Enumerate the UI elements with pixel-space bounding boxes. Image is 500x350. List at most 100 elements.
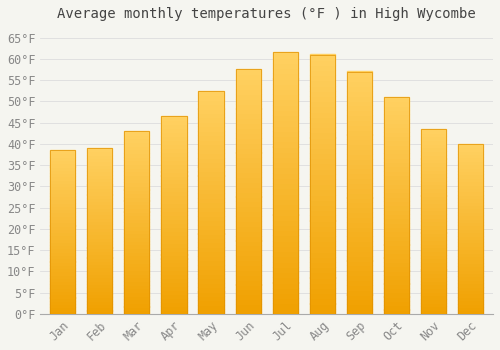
Bar	[87, 297, 112, 301]
Bar	[236, 94, 260, 99]
Bar	[236, 294, 260, 299]
Bar	[50, 255, 75, 258]
Bar	[124, 241, 150, 244]
Bar	[87, 181, 112, 184]
Bar	[162, 116, 186, 120]
Bar	[124, 215, 150, 219]
Bar	[236, 265, 260, 270]
Bar	[421, 229, 446, 232]
Bar	[458, 188, 483, 191]
Bar	[458, 310, 483, 314]
Bar	[384, 180, 409, 184]
Bar	[272, 194, 298, 199]
Bar	[50, 291, 75, 294]
Bar	[310, 55, 335, 314]
Bar	[162, 254, 186, 259]
Bar	[50, 206, 75, 209]
Bar	[162, 116, 186, 314]
Bar	[272, 298, 298, 303]
Bar	[162, 262, 186, 266]
Bar	[458, 164, 483, 168]
Bar	[272, 303, 298, 309]
Bar	[384, 284, 409, 288]
Bar	[236, 201, 260, 206]
Bar	[347, 96, 372, 101]
Bar	[198, 167, 224, 171]
Bar	[458, 246, 483, 249]
Bar	[50, 219, 75, 222]
Bar	[50, 304, 75, 307]
Bar	[272, 68, 298, 74]
Bar	[384, 305, 409, 309]
Bar	[236, 285, 260, 289]
Bar	[124, 142, 150, 146]
Bar	[50, 232, 75, 235]
Bar	[50, 170, 75, 173]
Bar	[124, 138, 150, 142]
Bar	[236, 240, 260, 245]
Bar	[347, 222, 372, 227]
Bar	[124, 149, 150, 153]
Bar	[458, 232, 483, 236]
Bar	[162, 124, 186, 128]
Bar	[87, 294, 112, 297]
Bar	[87, 224, 112, 228]
Bar	[87, 284, 112, 287]
Bar	[458, 259, 483, 263]
Bar	[162, 258, 186, 262]
Bar	[384, 210, 409, 214]
Bar	[236, 187, 260, 192]
Bar	[458, 303, 483, 307]
Bar	[347, 280, 372, 285]
Bar	[458, 144, 483, 147]
Bar	[87, 221, 112, 224]
Bar	[458, 273, 483, 276]
Bar	[458, 212, 483, 215]
Bar	[310, 60, 335, 65]
Bar	[421, 221, 446, 225]
Bar	[87, 178, 112, 181]
Bar	[50, 173, 75, 176]
Bar	[162, 199, 186, 203]
Bar	[124, 233, 150, 237]
Bar	[310, 80, 335, 86]
Bar	[421, 295, 446, 299]
Bar	[87, 198, 112, 201]
Bar	[162, 183, 186, 187]
Bar	[421, 244, 446, 247]
Bar	[162, 239, 186, 243]
Bar	[421, 129, 446, 314]
Bar	[87, 158, 112, 161]
Bar	[458, 147, 483, 150]
Bar	[384, 193, 409, 197]
Bar	[50, 180, 75, 183]
Bar	[310, 96, 335, 101]
Bar	[272, 152, 298, 157]
Bar	[236, 299, 260, 304]
Bar	[162, 180, 186, 183]
Bar	[272, 89, 298, 94]
Bar	[310, 267, 335, 272]
Bar	[162, 310, 186, 314]
Bar	[50, 288, 75, 291]
Bar	[124, 153, 150, 157]
Bar	[272, 105, 298, 110]
Bar	[458, 144, 483, 314]
Bar	[347, 115, 372, 120]
Bar	[347, 285, 372, 290]
Bar	[236, 113, 260, 118]
Bar	[272, 272, 298, 277]
Bar	[162, 175, 186, 180]
Bar	[124, 156, 150, 160]
Bar	[347, 275, 372, 280]
Bar	[124, 266, 150, 270]
Bar	[272, 251, 298, 256]
Bar	[236, 289, 260, 294]
Bar	[198, 153, 224, 158]
Bar	[198, 198, 224, 202]
Bar	[162, 219, 186, 223]
Bar	[198, 265, 224, 269]
Bar	[236, 99, 260, 104]
Bar	[347, 168, 372, 173]
Bar	[384, 205, 409, 210]
